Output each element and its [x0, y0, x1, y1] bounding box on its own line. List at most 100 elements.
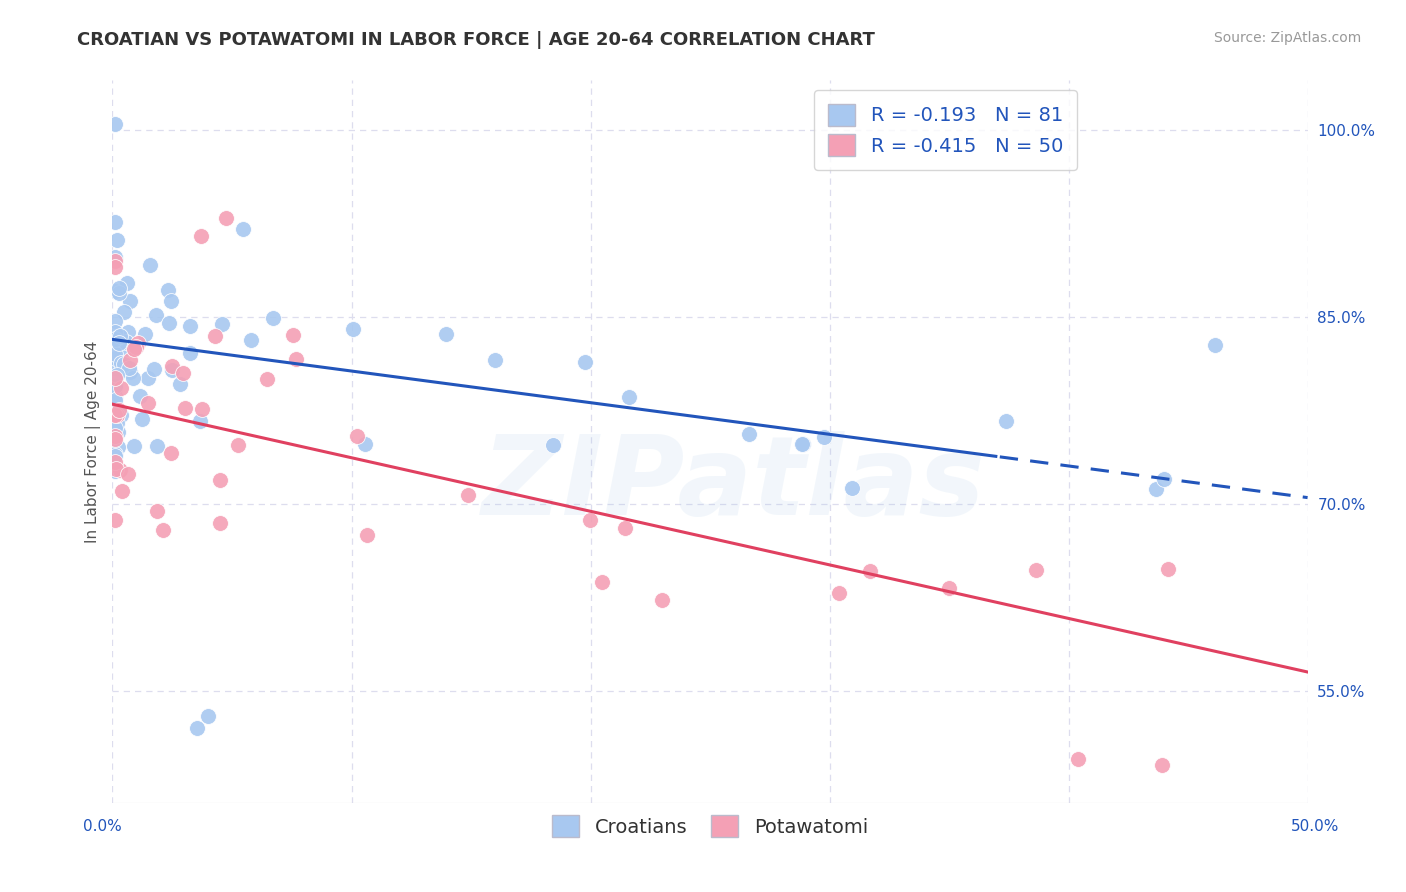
Point: [120, 293, 142, 308]
Point: [118, 353, 141, 368]
Point: [136, 396, 159, 410]
Point: [285, 352, 308, 367]
Point: [104, 379, 127, 393]
Point: [128, 389, 150, 403]
Point: [108, 285, 131, 300]
Point: [859, 564, 882, 578]
Point: [156, 283, 179, 297]
Point: [120, 365, 142, 379]
Point: [209, 516, 232, 530]
Point: [160, 445, 183, 459]
Point: [186, 721, 208, 735]
Point: [108, 280, 131, 294]
Point: [104, 447, 127, 461]
Point: [813, 430, 835, 444]
Point: [107, 425, 129, 440]
Text: CROATIAN VS POTAWATOMI IN LABOR FORCE | AGE 20-64 CORRELATION CHART: CROATIAN VS POTAWATOMI IN LABOR FORCE | …: [77, 31, 875, 49]
Point: [1157, 562, 1180, 576]
Point: [436, 326, 458, 341]
Point: [541, 438, 564, 452]
Point: [122, 343, 145, 357]
Point: [104, 421, 127, 435]
Point: [110, 408, 132, 422]
Point: [191, 401, 214, 416]
Point: [172, 366, 194, 380]
Point: [104, 332, 127, 346]
Point: [104, 381, 127, 395]
Point: [792, 437, 814, 451]
Y-axis label: In Labor Force | Age 20-64: In Labor Force | Age 20-64: [86, 341, 101, 542]
Point: [110, 356, 132, 370]
Point: [1066, 752, 1088, 766]
Point: [1205, 338, 1227, 352]
Point: [179, 319, 201, 334]
Point: [1144, 482, 1167, 496]
Point: [613, 521, 636, 535]
Point: [995, 414, 1018, 428]
Point: [457, 488, 479, 502]
Point: [104, 361, 127, 376]
Point: [131, 412, 153, 426]
Point: [281, 327, 304, 342]
Point: [118, 361, 141, 376]
Point: [110, 329, 132, 343]
Text: Source: ZipAtlas.com: Source: ZipAtlas.com: [1213, 31, 1361, 45]
Point: [215, 211, 238, 226]
Point: [115, 276, 138, 290]
Legend: Croatians, Potawatomi: Croatians, Potawatomi: [544, 807, 876, 845]
Point: [263, 310, 285, 325]
Point: [105, 408, 128, 422]
Point: [107, 440, 129, 454]
Point: [104, 250, 127, 264]
Point: [104, 347, 127, 361]
Point: [139, 258, 162, 272]
Point: [146, 504, 169, 518]
Point: [143, 362, 166, 376]
Point: [117, 467, 139, 481]
Point: [145, 309, 167, 323]
Point: [124, 439, 146, 453]
Point: [346, 429, 368, 443]
Point: [105, 233, 128, 247]
Point: [239, 333, 262, 347]
Text: 50.0%: 50.0%: [1291, 820, 1339, 834]
Point: [574, 355, 596, 369]
Point: [127, 335, 149, 350]
Point: [114, 342, 136, 356]
Point: [204, 329, 226, 343]
Point: [1025, 563, 1047, 577]
Point: [104, 351, 127, 366]
Point: [146, 439, 169, 453]
Point: [190, 228, 212, 243]
Point: [104, 432, 127, 446]
Point: [169, 376, 191, 391]
Point: [112, 357, 135, 371]
Point: [104, 455, 127, 469]
Point: [134, 327, 156, 342]
Point: [1153, 472, 1175, 486]
Point: [617, 390, 640, 404]
Point: [110, 463, 132, 477]
Point: [841, 481, 863, 495]
Point: [105, 368, 128, 382]
Point: [211, 317, 233, 331]
Point: [484, 352, 506, 367]
Point: [104, 254, 127, 268]
Point: [104, 325, 127, 339]
Point: [104, 117, 127, 131]
Point: [256, 371, 278, 385]
Point: [105, 332, 128, 346]
Point: [104, 285, 127, 299]
Point: [104, 428, 127, 442]
Point: [232, 221, 254, 235]
Point: [828, 586, 851, 600]
Point: [174, 401, 197, 415]
Point: [157, 316, 180, 330]
Point: [197, 708, 219, 723]
Point: [591, 575, 613, 590]
Point: [136, 371, 159, 385]
Point: [160, 293, 183, 308]
Point: [738, 426, 761, 441]
Point: [107, 403, 129, 417]
Point: [160, 363, 183, 377]
